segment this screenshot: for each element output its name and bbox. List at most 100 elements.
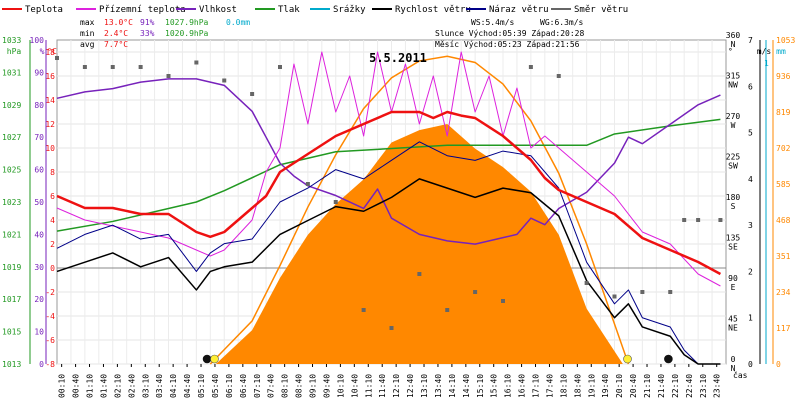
axis-unit-pct: % (40, 47, 45, 56)
stats-avg-temp: 7.7°C (104, 40, 128, 49)
deg-tick-label: 0 (731, 355, 736, 364)
stats-moon: Měsíc Východ:05:23 Západ:21:56 (435, 40, 580, 49)
time-tick-label: 16:10 (504, 374, 513, 398)
ms-tick-label: 0 (748, 360, 753, 369)
hpa-tick-label: 1015 (2, 328, 21, 337)
time-tick-label: 02:10 (113, 374, 122, 398)
time-tick-label: 04:40 (183, 374, 192, 398)
temp-tick-label: 10 (45, 144, 55, 153)
temp-tick-label: 6 (50, 192, 55, 201)
axis-unit-deg: ° (728, 47, 733, 56)
temp-tick-label: 2 (50, 240, 55, 249)
stats-min-temp: 2.4°C (104, 29, 128, 38)
hpa-tick-label: 1029 (2, 101, 21, 110)
time-tick-label: 06:40 (239, 374, 248, 398)
time-tick-label: 07:40 (267, 374, 276, 398)
stats-min-label: min (80, 29, 95, 38)
time-tick-label: 10:10 (336, 374, 345, 398)
time-tick-label: 07:10 (253, 374, 262, 398)
time-tick-label: 12:10 (392, 374, 401, 398)
legend-rychlost: Rychlost větru (395, 5, 471, 15)
hpa-tick-label: 1019 (2, 263, 21, 272)
pct-tick-label: 100 (30, 36, 45, 45)
wind-direction-point (556, 74, 561, 78)
time-tick-label: 18:10 (559, 374, 568, 398)
time-tick-label: 17:40 (545, 374, 554, 398)
time-tick-label: 22:40 (685, 374, 694, 398)
time-tick-label: 02:40 (127, 374, 136, 398)
stats-max-press: 1027.9hPa (165, 18, 209, 27)
wind-direction-point (389, 326, 394, 330)
time-tick-label: 00:40 (72, 374, 81, 398)
wind-direction-point (250, 92, 255, 96)
wind-direction-point (361, 308, 366, 312)
axis-unit-hpa: hPa (7, 47, 22, 56)
deg-tick-label: 360 (726, 31, 741, 40)
time-tick-label: 01:10 (86, 374, 95, 398)
ms-tick-label: 4 (748, 175, 753, 184)
ms-tick-label: 6 (748, 82, 753, 91)
time-tick-label: 13:10 (420, 374, 429, 398)
stats-avg-label: avg (80, 40, 95, 49)
legend-vlhkost: Vlhkost (199, 5, 237, 15)
wind-direction-point (333, 200, 338, 204)
compass-tick-label: NW (728, 81, 738, 90)
wind-direction-point (501, 299, 505, 303)
stats-max-temp: 13.0°C (104, 18, 133, 27)
wind-direction-point (696, 218, 701, 222)
deg-tick-label: 135 (726, 234, 741, 243)
time-tick-label: 15:40 (490, 374, 499, 398)
time-tick-label: 21:40 (657, 374, 666, 398)
rad-tick-label: 1053 (776, 36, 795, 45)
wind-direction-point (166, 74, 171, 78)
time-tick-label: 18:40 (573, 374, 582, 398)
wind-direction-point (718, 218, 723, 222)
time-tick-label: 20:40 (629, 374, 638, 398)
rad-tick-label: 702 (776, 144, 791, 153)
deg-tick-label: 315 (726, 72, 741, 81)
time-tick-label: 09:10 (309, 374, 318, 398)
stats-min-press: 1020.9hPa (165, 29, 209, 38)
wind-direction-point (668, 290, 673, 294)
stats-max-label: max (80, 18, 95, 27)
time-tick-label: 03:40 (155, 374, 164, 398)
wind-gust-line (56, 141, 721, 365)
wind-direction-point (584, 281, 589, 285)
stats-min-hum: 33% (140, 29, 155, 38)
axis-unit-mm: mm (776, 47, 786, 56)
wind-direction-point (82, 65, 87, 69)
temp-tick-label: 8 (50, 168, 55, 177)
radiation-area (215, 124, 623, 364)
ms-tick-label: 5 (748, 129, 753, 138)
legend-srazky: Srážky (333, 5, 366, 15)
hpa-tick-label: 1033 (2, 36, 21, 45)
wind-direction-point (222, 78, 227, 83)
time-tick-label: 09:40 (322, 374, 331, 398)
time-tick-label: 05:10 (197, 374, 206, 398)
wind-direction-point (682, 218, 687, 222)
radiation-layer (209, 55, 630, 365)
compass-tick-label: SE (728, 243, 738, 252)
compass-tick-label: N (731, 364, 736, 373)
compass-tick-label: SW (728, 162, 738, 171)
temperature-line (56, 110, 722, 276)
wind-direction-point (528, 65, 533, 69)
time-tick-label: 16:40 (518, 374, 527, 398)
temp-tick-label: 0 (50, 264, 55, 273)
humidity-line (56, 78, 721, 245)
pct-tick-label: 10 (34, 328, 44, 337)
time-tick-label: 01:40 (99, 374, 108, 398)
hpa-tick-label: 1017 (2, 295, 21, 304)
sunrise-sunset-marker (210, 354, 219, 364)
time-tick-label: 23:10 (699, 374, 708, 398)
time-tick-label: 23:40 (713, 374, 722, 398)
deg-tick-label: 90 (728, 274, 738, 283)
hpa-tick-label: 1013 (2, 360, 21, 369)
time-tick-label: 11:40 (378, 374, 387, 398)
legend: Teplota Přízemní teplota Vlhkost Tlak Sr… (2, 5, 628, 15)
hpa-tick-label: 1021 (2, 230, 21, 239)
compass-tick-label: S (731, 202, 736, 211)
time-tick-label: 12:40 (406, 374, 415, 398)
